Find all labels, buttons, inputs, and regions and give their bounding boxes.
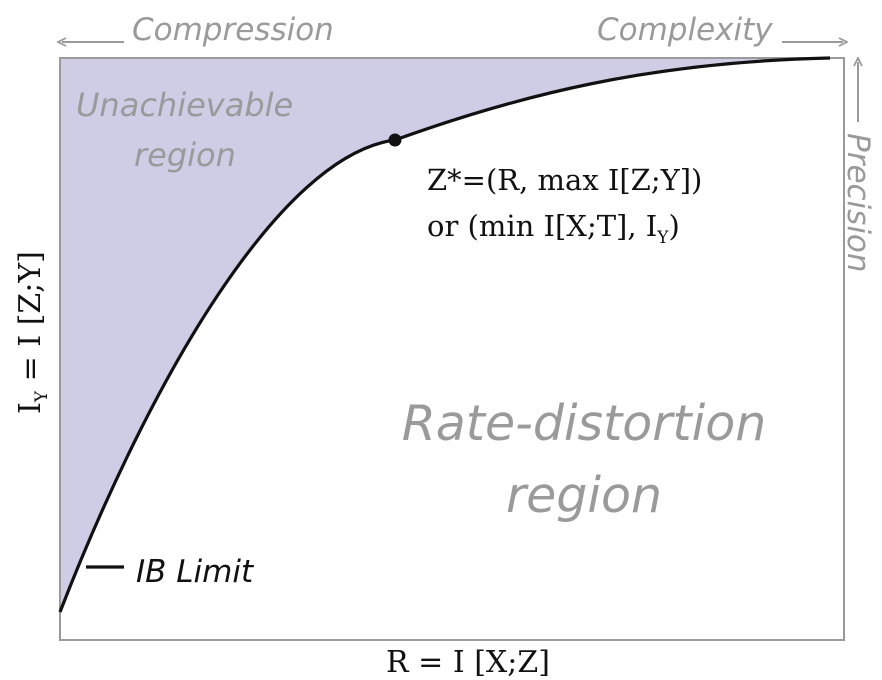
legend-label: IB Limit bbox=[136, 554, 255, 590]
point-annotation-line2-end: ) bbox=[669, 209, 680, 243]
point-annotation-line1: Z*=(R, max I[Z;Y]) bbox=[427, 163, 702, 197]
ib-limit-curve bbox=[58, 56, 831, 613]
complexity-label: Complexity bbox=[597, 12, 773, 48]
point-annotation-line2: or (min I[X;T], IY) bbox=[427, 209, 680, 248]
y-axis-label-sub: Y bbox=[32, 390, 52, 403]
y-axis-label-rest: = I [Z;Y] bbox=[13, 251, 48, 391]
plot-frame bbox=[59, 57, 845, 641]
point-annotation-line2-main: or (min I[X;T], I bbox=[427, 209, 657, 243]
unachievable-region bbox=[60, 58, 830, 612]
point-annotation-line2-sub: Y bbox=[656, 228, 669, 248]
optimal-point bbox=[388, 133, 402, 147]
y-axis-label-main: I bbox=[13, 402, 48, 414]
rate-distortion-label-line2: region bbox=[506, 467, 662, 524]
precision-label: Precision bbox=[840, 133, 876, 273]
unachievable-label-line2: region bbox=[134, 136, 236, 174]
unachievable-label-line1: Unachievable bbox=[76, 86, 293, 124]
compression-label: Compression bbox=[132, 12, 334, 48]
y-axis-label: IY = I [Z;Y] bbox=[13, 251, 52, 414]
x-axis-label: R = I [X;Z] bbox=[386, 645, 550, 680]
rate-distortion-label-line1: Rate-distortion bbox=[402, 395, 767, 452]
